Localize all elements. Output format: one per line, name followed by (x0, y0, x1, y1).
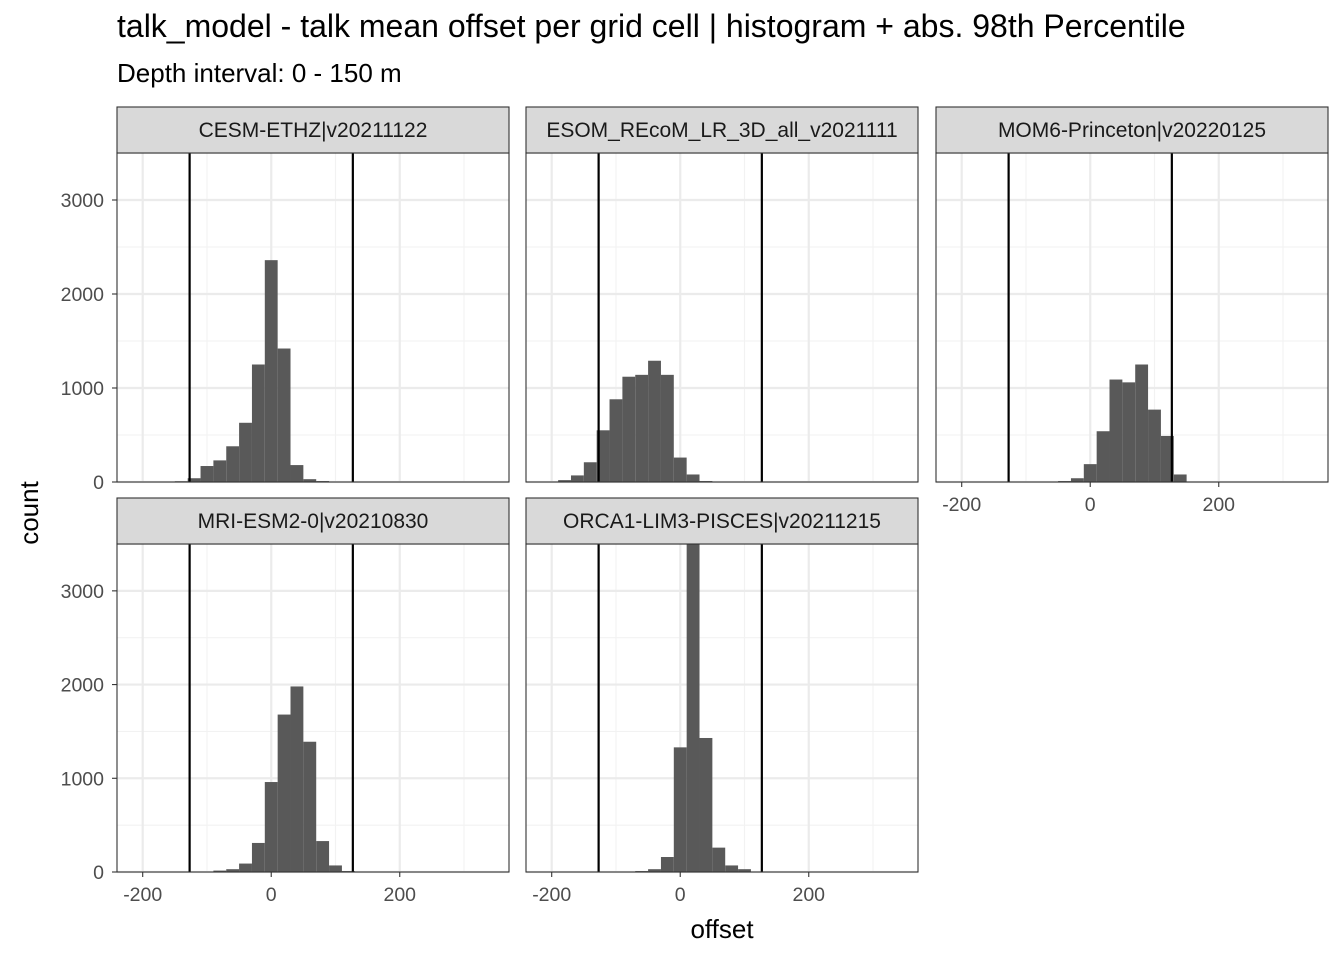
histogram-bar (1070, 478, 1084, 482)
histogram-bar (251, 842, 265, 872)
facet-panel: MRI-ESM2-0|v20210830-200 0 200010002000300… (61, 497, 510, 906)
histogram-bar (290, 686, 304, 872)
facet-strip (525, 106, 919, 154)
panel-background (526, 153, 918, 482)
x-tick-label: -200 (123, 884, 162, 906)
facet-strip (935, 106, 1329, 154)
x-tick-label: 0 (1085, 494, 1096, 516)
chart-title: talk_model - talk mean offset per grid c… (117, 8, 1186, 44)
histogram-bar (239, 422, 252, 482)
histogram-bar (264, 260, 278, 482)
y-tick-label: 0 (93, 472, 104, 494)
facet-panel: MOM6-Princeton|v20220125 -200 0 200 (935, 106, 1329, 516)
histogram-bar (329, 865, 342, 872)
histogram-bar (226, 446, 240, 482)
histogram-bar (622, 376, 636, 482)
x-tick-label: -200 (532, 884, 571, 906)
histogram-bar (1109, 379, 1123, 482)
facet-strip-label: ORCA1-LIM3-PISCES|v20211215 (563, 510, 881, 533)
histogram-bar (200, 466, 214, 482)
x-tick-label: 200 (383, 884, 416, 906)
histogram-bar (303, 479, 317, 482)
facet-panel: CESM-ETHZ|v20211122 0 1000 2000 3000 (61, 106, 510, 494)
histogram-bar (660, 374, 674, 482)
histogram-bar (1122, 382, 1136, 482)
histogram-bar (1135, 364, 1149, 482)
y-tick-label: 2000 (61, 284, 105, 306)
histogram-bar (648, 360, 661, 482)
histogram-bar (609, 399, 623, 482)
x-tick-label: 200 (1202, 494, 1235, 516)
y-tick-label: 3000 (61, 190, 105, 212)
histogram-bars (174, 260, 330, 482)
histogram-bars (200, 686, 355, 872)
y-tick-label: 1000 (61, 768, 105, 790)
facet-strip-label: MOM6-Princeton|v20220125 (998, 119, 1266, 142)
x-tick-label: 200 (792, 884, 825, 906)
histogram-bar (570, 475, 584, 482)
histogram-bar (738, 869, 751, 872)
x-tick-label: 0 (266, 884, 277, 906)
x-tick-label: 0 (675, 884, 686, 906)
histogram-bar (264, 782, 278, 872)
facet-strip (116, 497, 510, 545)
histogram-bar (277, 714, 291, 872)
histogram-bar (583, 462, 597, 482)
panel-background (526, 544, 918, 872)
histogram-bar (558, 480, 571, 482)
histogram-bar (187, 478, 201, 482)
histogram-bar (316, 841, 330, 872)
facet-strip-label: ESOM_REcoM_LR_3D_all_v2021111 (546, 119, 897, 142)
histogram-bar (725, 865, 739, 872)
facet-panel: ORCA1-LIM3-PISCES|v20211215 -200 0 200 (525, 497, 919, 906)
histogram-bar (251, 364, 265, 482)
y-tick-label: 1000 (61, 378, 105, 400)
y-axis-title: count (14, 480, 44, 544)
histogram-bar (1173, 474, 1187, 482)
histogram-bar (213, 870, 227, 872)
y-tick-label: 0 (93, 862, 104, 884)
histogram-bar (226, 869, 240, 872)
histogram-bar (686, 474, 700, 482)
histogram-bar (660, 857, 674, 872)
facet-strip-label: MRI-ESM2-0|v20210830 (198, 510, 429, 533)
histogram-bar (699, 737, 713, 872)
histogram-bar (596, 430, 610, 482)
chart-subtitle: Depth interval: 0 - 150 m (117, 58, 402, 88)
facet-panel: ESOM_REcoM_LR_3D_all_v2021111 (525, 106, 919, 484)
histogram-bar (239, 863, 252, 872)
facet-strip-label: CESM-ETHZ|v20211122 (199, 119, 428, 142)
histogram-bar (673, 747, 687, 872)
histogram-bar (290, 465, 304, 482)
histogram-bar (303, 741, 317, 872)
histogram-bar (635, 374, 649, 482)
y-tick-label: 2000 (61, 675, 105, 697)
histogram-bars (545, 360, 713, 482)
histogram-bars (1058, 364, 1187, 482)
histogram-bar (277, 348, 291, 482)
histogram-bar (1160, 435, 1174, 482)
facet-strip (525, 497, 919, 545)
histogram-bar (648, 869, 661, 872)
x-axis-title: offset (690, 914, 754, 944)
facet-strip (116, 106, 510, 154)
histogram-bar (686, 544, 700, 872)
facet-panels: CESM-ETHZ|v202111220100020003000ESOM_REc… (61, 106, 1329, 906)
panel-background (117, 153, 509, 482)
histogram-bar (673, 457, 687, 482)
histogram-bar (213, 460, 227, 482)
x-tick-label: -200 (942, 494, 981, 516)
histogram-bar (712, 847, 726, 872)
histogram-bars (635, 544, 751, 872)
histogram-bar (1096, 431, 1110, 482)
histogram-bar (1083, 464, 1097, 482)
y-tick-label: 3000 (61, 581, 105, 603)
histogram-bar (1148, 409, 1161, 482)
